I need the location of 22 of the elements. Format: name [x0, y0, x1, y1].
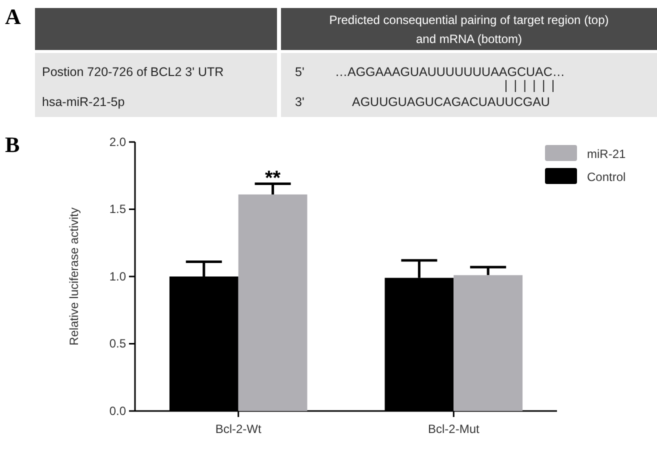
text: AGUUGUAGUCAGACUAUUCGAU [352, 95, 550, 109]
text: Postion 720-726 of BCL2 3' UTR [42, 65, 224, 79]
y-tick-label: 1.0 [109, 269, 126, 284]
y-tick-label: 0.5 [109, 336, 126, 351]
legend-label: miR-21 [587, 147, 626, 161]
text: Predicted consequential pairing of target region (top) and mRNA (bottom) [329, 13, 609, 46]
y-axis-title: Relative luciferase activity [67, 207, 81, 346]
text: …AGGAAAGUAUUUUUUUAAGCUAC… [335, 65, 565, 79]
text: A [5, 4, 21, 29]
y-tick-label: 2.0 [109, 134, 126, 149]
text: 5' [295, 65, 304, 79]
text: 3' [295, 95, 304, 109]
x-tick-label: Bcl-2-Mut [428, 422, 480, 436]
y-tick-label: 1.5 [109, 202, 126, 216]
legend-label: Control [587, 170, 626, 184]
chart-title: B [5, 132, 20, 157]
bar [238, 194, 308, 411]
x-tick-label: Bcl-2-Wt [215, 422, 262, 436]
y-tick-label: 0.0 [109, 404, 126, 418]
annotation: ** [265, 168, 281, 190]
bar [454, 275, 523, 411]
text: hsa-miR-21-5p [42, 95, 125, 109]
